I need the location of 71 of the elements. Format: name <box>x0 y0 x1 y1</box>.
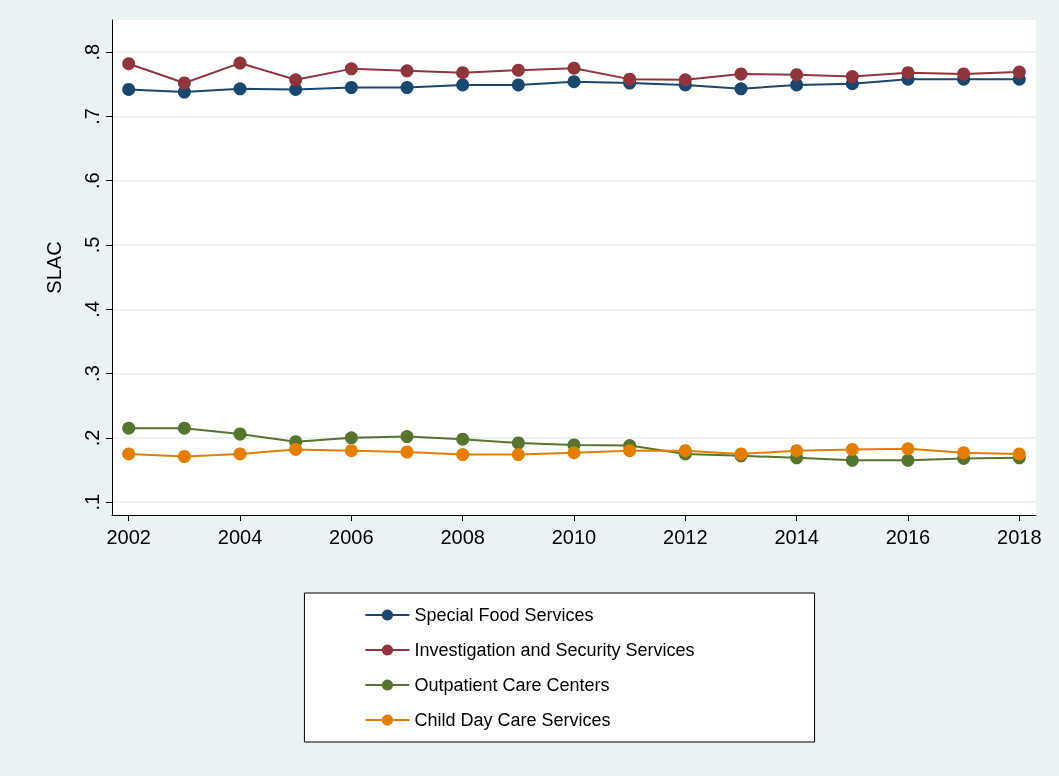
point <box>233 447 247 461</box>
y-tick-label: .2 <box>81 429 103 447</box>
point <box>122 421 136 435</box>
point <box>122 57 136 71</box>
x-tick-label: 2006 <box>329 526 374 548</box>
point <box>400 64 414 78</box>
x-tick-label: 2018 <box>997 526 1042 548</box>
point <box>177 76 191 90</box>
point <box>344 444 358 458</box>
legend-label: Investigation and Security Services <box>414 640 695 660</box>
point <box>233 427 247 441</box>
point <box>122 82 136 96</box>
point <box>233 56 247 70</box>
x-tick-label: 2002 <box>106 526 151 548</box>
point <box>957 446 971 460</box>
x-tick-label: 2010 <box>551 526 597 548</box>
point <box>734 67 748 81</box>
x-tick-label: 2008 <box>440 526 485 548</box>
point <box>901 442 915 456</box>
y-tick-label: .5 <box>81 236 103 254</box>
x-tick-label: 2012 <box>663 526 708 548</box>
point <box>289 73 303 87</box>
point <box>790 68 804 82</box>
legend-label: Child Day Care Services <box>414 710 611 730</box>
y-tick-label: .4 <box>81 300 103 318</box>
y-tick-label: .1 <box>81 493 103 511</box>
legend-label: Outpatient Care Centers <box>414 675 610 695</box>
point <box>790 444 804 458</box>
x-tick-label: 2016 <box>885 526 931 548</box>
point <box>901 453 915 467</box>
point <box>456 448 470 462</box>
point <box>511 63 525 77</box>
y-tick-label: .7 <box>81 108 103 125</box>
point <box>344 81 358 94</box>
point <box>456 66 470 80</box>
point <box>845 453 859 467</box>
legend-label: Special Food Services <box>414 605 594 625</box>
point <box>623 444 637 458</box>
point <box>678 73 692 87</box>
point <box>177 450 191 463</box>
point <box>344 431 358 445</box>
point <box>177 421 191 435</box>
point <box>233 82 247 96</box>
point <box>734 82 748 96</box>
point <box>1012 65 1026 79</box>
point <box>623 72 637 86</box>
point <box>400 430 414 444</box>
y-axis-title: SLAC <box>43 241 65 294</box>
point <box>400 81 414 94</box>
point <box>845 70 859 84</box>
point <box>344 62 358 76</box>
point <box>567 446 581 460</box>
y-tick-label: .8 <box>81 43 103 61</box>
point <box>122 447 136 461</box>
point <box>289 442 303 456</box>
point <box>957 67 971 81</box>
y-tick-label: .3 <box>81 365 103 382</box>
point <box>511 436 525 450</box>
point <box>456 78 470 92</box>
point <box>511 78 525 92</box>
point <box>1012 447 1026 461</box>
x-tick-label: 2014 <box>774 526 819 548</box>
x-tick-label: 2004 <box>217 526 263 548</box>
point <box>567 61 581 75</box>
y-tick-label: .6 <box>81 172 103 190</box>
point <box>400 445 414 459</box>
point <box>567 75 581 89</box>
point <box>901 66 915 80</box>
point <box>456 432 470 446</box>
point <box>845 442 859 456</box>
point <box>511 448 525 462</box>
